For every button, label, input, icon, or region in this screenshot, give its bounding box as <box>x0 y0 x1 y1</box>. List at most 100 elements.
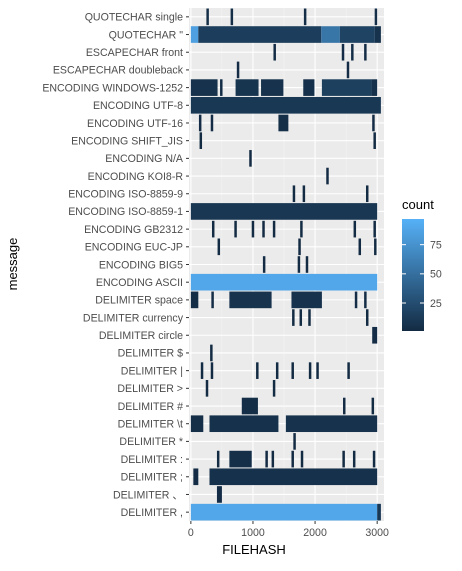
color-legend: count 25 50 75 <box>402 197 442 331</box>
y-tick-label: ENCODING ISO-8859-1 <box>68 206 183 218</box>
y-tick-label: DELIMITER 、 <box>113 489 183 501</box>
heatmap-cell <box>285 415 378 433</box>
heatmap-cell <box>278 114 289 132</box>
heatmap-cell <box>297 256 301 273</box>
heatmap-cells <box>190 8 381 521</box>
y-axis: QUOTECHAR single QUOTECHAR " ESCAPECHAR fr… <box>42 12 189 519</box>
heatmap-cell <box>291 291 322 309</box>
legend-label: 50 <box>430 269 442 281</box>
heatmap-cell <box>272 220 276 238</box>
heatmap-cell <box>206 8 209 26</box>
heatmap-cell <box>352 450 356 468</box>
x-axis: 0 1000 2000 3000 <box>188 521 389 539</box>
heatmap-cell <box>371 397 375 415</box>
heatmap-cell <box>353 220 357 238</box>
x-tick-label: 1000 <box>241 527 265 539</box>
heatmap-cell <box>236 61 240 79</box>
heatmap-cell <box>256 362 259 379</box>
heatmap-cell <box>234 220 237 238</box>
heatmap-cell <box>291 450 294 468</box>
heatmap-cell <box>205 380 209 397</box>
y-tick-label: DELIMITER , <box>121 507 183 519</box>
heatmap-cell <box>273 43 276 61</box>
heatmap-cell <box>251 220 255 238</box>
y-tick-label: DELIMITER circle <box>99 330 183 342</box>
heatmap-cell <box>321 26 340 43</box>
x-tick-label: 3000 <box>365 527 389 539</box>
x-axis-title: FILEHASH <box>222 542 286 557</box>
heatmap-cell <box>262 256 266 273</box>
y-tick-label: ENCODING KOI8-R <box>88 171 184 183</box>
heatmap-cell <box>339 26 375 43</box>
heatmap-cell <box>229 450 252 468</box>
heatmap-cell <box>365 309 369 326</box>
y-tick-label: ENCODING GB2312 <box>84 224 183 236</box>
heatmap-cell <box>358 238 362 256</box>
heatmap-cell <box>303 8 307 26</box>
heatmap-cell <box>372 114 375 132</box>
heatmap-cell <box>292 309 295 326</box>
y-tick-label: QUOTECHAR " <box>109 29 184 41</box>
heatmap-cell <box>190 291 199 309</box>
heatmap-cell <box>216 486 222 503</box>
heatmap-cell <box>265 450 268 468</box>
y-tick-label: DELIMITER currency <box>83 312 184 324</box>
y-tick-label: ENCODING WINDOWS-1252 <box>42 82 183 94</box>
y-tick-label: ESCAPECHAR front <box>86 47 183 59</box>
heatmap-cell <box>371 79 378 96</box>
heatmap-cell <box>308 309 311 326</box>
legend-label: 25 <box>430 298 442 310</box>
y-tick-label: ENCODING BIG5 <box>99 259 183 271</box>
heatmap-cell <box>373 220 376 238</box>
heatmap-cell <box>200 362 204 379</box>
y-tick-label: DELIMITER ; <box>121 472 183 484</box>
heatmap-cell <box>299 309 303 326</box>
heatmap-cell <box>316 362 319 379</box>
heatmap-cell <box>292 185 296 203</box>
y-tick-label: DELIMITER \t <box>118 419 183 431</box>
heatmap-cell <box>351 43 354 61</box>
y-tick-label: DELIMITER space <box>95 295 183 307</box>
heatmap-cell <box>365 185 369 203</box>
heatmap-cell <box>298 238 301 256</box>
heatmap-cell <box>347 362 350 379</box>
heatmap-cell <box>300 220 303 238</box>
y-tick-label: DELIMITER > <box>117 383 183 395</box>
heatmap-cell <box>271 450 275 468</box>
y-tick-label: ENCODING ASCII <box>96 277 183 289</box>
heatmap-cell <box>190 26 199 43</box>
heatmap-cell <box>372 326 378 344</box>
legend-title: count <box>402 197 434 212</box>
heatmap-cell <box>354 291 358 309</box>
heatmap-cell <box>217 238 221 256</box>
y-tick-label: DELIMITER $ <box>118 348 183 360</box>
heatmap-cell <box>210 344 213 362</box>
heatmap-cell <box>300 450 304 468</box>
heatmap-cell <box>209 415 279 433</box>
heatmap-cell <box>190 273 378 291</box>
legend-color-bar <box>402 219 424 331</box>
heatmap-cell <box>230 8 234 26</box>
heatmap-cell <box>341 43 345 61</box>
y-tick-label: QUOTECHAR single <box>85 12 183 24</box>
heatmap-cell <box>210 114 214 132</box>
y-tick-label: DELIMITER # <box>118 401 183 413</box>
y-tick-label: ENCODING N/A <box>105 153 184 165</box>
y-tick-label: DELIMITER * <box>119 436 183 448</box>
heatmap-cell <box>342 450 345 468</box>
heatmap-cell <box>293 433 296 450</box>
heatmap-cell <box>321 79 372 96</box>
heatmap-cell <box>216 450 220 468</box>
heatmap-cell <box>377 503 381 521</box>
heatmap-cell <box>364 43 367 61</box>
legend-label: 75 <box>430 239 442 251</box>
heatmap-cell <box>190 415 204 433</box>
y-tick-label: ENCODING SHIFT_JIS <box>71 135 183 147</box>
y-tick-label: ENCODING EUC-JP <box>85 242 183 254</box>
heatmap-cell <box>373 132 376 149</box>
heatmap-cell <box>302 185 306 203</box>
heatmap-cell <box>199 132 203 149</box>
heatmap-cell <box>198 114 202 132</box>
